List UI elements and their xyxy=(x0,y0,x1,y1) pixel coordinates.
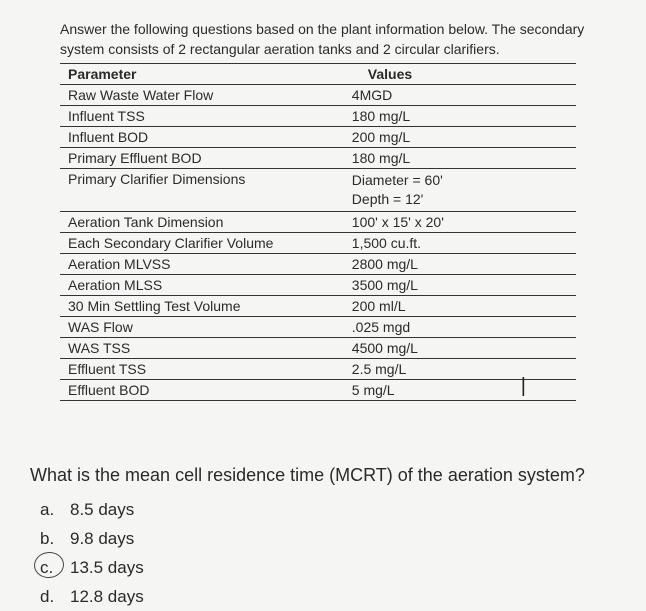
param-cell: Primary Effluent BOD xyxy=(60,148,344,169)
table-row: Each Secondary Clarifier Volume1,500 cu.… xyxy=(60,232,576,253)
param-cell: Raw Waste Water Flow xyxy=(60,85,344,106)
option-item: d.12.8 days xyxy=(40,583,616,610)
table-row: Primary Effluent BOD180 mg/L xyxy=(60,148,576,169)
options-list: a.8.5 daysb.9.8 daysc.13.5 daysd.12.8 da… xyxy=(40,496,616,611)
param-cell: Influent BOD xyxy=(60,127,344,148)
option-letter: b. xyxy=(40,525,64,552)
value-cell: 180 mg/L xyxy=(344,106,576,127)
header-values: Values xyxy=(344,64,576,85)
param-cell: WAS TSS xyxy=(60,337,344,358)
table-row: Aeration Tank Dimension100' x 15' x 20' xyxy=(60,211,576,232)
value-cell: 200 ml/L xyxy=(344,295,576,316)
param-cell: Aeration MLVSS xyxy=(60,253,344,274)
question-text: What is the mean cell residence time (MC… xyxy=(30,461,616,490)
param-cell: Primary Clarifier Dimensions xyxy=(60,169,344,212)
table-row: 30 Min Settling Test Volume200 ml/L xyxy=(60,295,576,316)
param-cell: Effluent TSS xyxy=(60,358,344,379)
param-cell: 30 Min Settling Test Volume xyxy=(60,295,344,316)
value-cell: 4MGD xyxy=(344,85,576,106)
value-cell: 2800 mg/L xyxy=(344,253,576,274)
option-item: b.9.8 days xyxy=(40,525,616,552)
table-row: Influent TSS180 mg/L xyxy=(60,106,576,127)
value-cell: 4500 mg/L xyxy=(344,337,576,358)
param-cell: Each Secondary Clarifier Volume xyxy=(60,232,344,253)
table-row: WAS TSS4500 mg/L xyxy=(60,337,576,358)
parameter-table-wrap: Parameter Values Raw Waste Water Flow4MG… xyxy=(60,63,576,401)
param-cell: WAS Flow xyxy=(60,316,344,337)
table-row: Aeration MLVSS2800 mg/L xyxy=(60,253,576,274)
option-text: 13.5 days xyxy=(70,554,144,581)
value-cell: .025 mgd xyxy=(344,316,576,337)
option-letter: c. xyxy=(40,554,64,581)
option-text: 9.8 days xyxy=(70,525,134,552)
option-item: c.13.5 days xyxy=(40,554,616,581)
value-cell: 200 mg/L xyxy=(344,127,576,148)
option-letter: a. xyxy=(40,496,64,523)
option-text: 8.5 days xyxy=(70,496,134,523)
table-row: Raw Waste Water Flow4MGD xyxy=(60,85,576,106)
question-block: What is the mean cell residence time (MC… xyxy=(30,461,616,611)
value-cell: 1,500 cu.ft. xyxy=(344,232,576,253)
value-cell: 2.5 mg/L xyxy=(344,358,576,379)
param-cell: Aeration MLSS xyxy=(60,274,344,295)
value-cell: 100' x 15' x 20' xyxy=(344,211,576,232)
table-row: WAS Flow.025 mgd xyxy=(60,316,576,337)
table-row: Influent BOD200 mg/L xyxy=(60,127,576,148)
option-letter: d. xyxy=(40,583,64,610)
table-row: Effluent TSS2.5 mg/L xyxy=(60,358,576,379)
param-cell: Effluent BOD xyxy=(60,379,344,400)
value-cell: 3500 mg/L xyxy=(344,274,576,295)
table-row: Effluent BOD5 mg/L xyxy=(60,379,576,400)
value-cell: Diameter = 60'Depth = 12' xyxy=(344,169,576,212)
option-text: 12.8 days xyxy=(70,583,144,610)
value-cell: 5 mg/L xyxy=(344,379,576,400)
option-item: a.8.5 days xyxy=(40,496,616,523)
parameter-table: Parameter Values Raw Waste Water Flow4MG… xyxy=(60,63,576,401)
value-cell: 180 mg/L xyxy=(344,148,576,169)
table-row: Aeration MLSS3500 mg/L xyxy=(60,274,576,295)
table-row: Primary Clarifier DimensionsDiameter = 6… xyxy=(60,169,576,212)
text-cursor: | xyxy=(521,375,526,398)
header-parameter: Parameter xyxy=(60,64,344,85)
table-header-row: Parameter Values xyxy=(60,64,576,85)
param-cell: Aeration Tank Dimension xyxy=(60,211,344,232)
intro-text: Answer the following questions based on … xyxy=(60,20,596,59)
param-cell: Influent TSS xyxy=(60,106,344,127)
